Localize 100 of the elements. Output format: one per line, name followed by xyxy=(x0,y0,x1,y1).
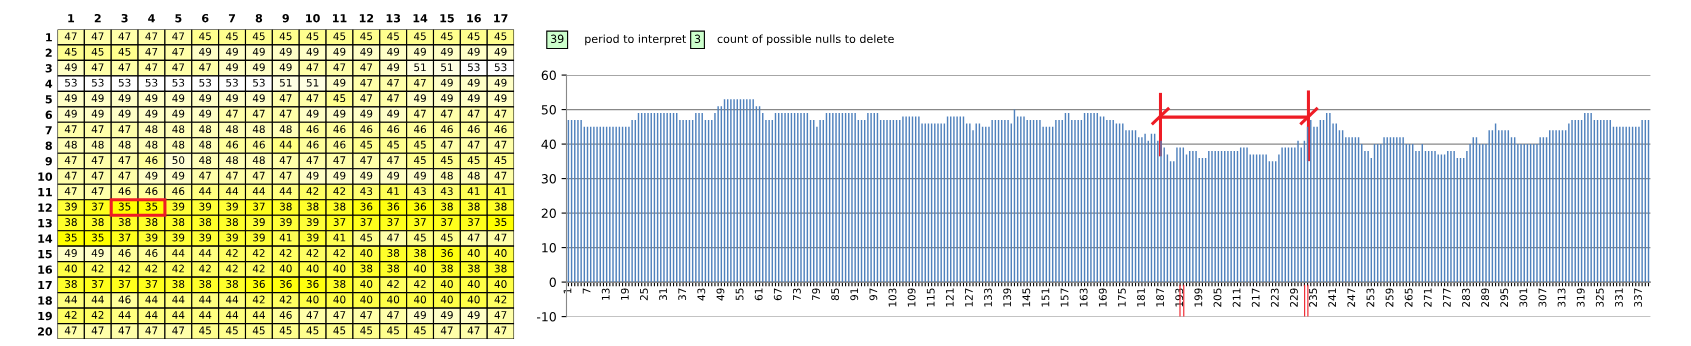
x-tick-label: 337 xyxy=(1634,288,1642,307)
y-tick-label: 40 xyxy=(541,139,556,150)
data-label: 40 xyxy=(306,264,319,273)
y-tick-label: 13 xyxy=(38,218,52,228)
y-tick-label: 8 xyxy=(45,141,52,150)
data-label: 40 xyxy=(413,295,426,304)
data-label: 47 xyxy=(145,32,158,41)
data-label: 49 xyxy=(360,47,373,56)
data-label: 47 xyxy=(306,94,319,102)
data-label: 49 xyxy=(172,109,185,118)
data-label: 53 xyxy=(467,63,480,72)
data-label: 45 xyxy=(494,32,507,41)
data-label: 49 xyxy=(467,94,480,103)
data-label: 42 xyxy=(225,264,238,273)
data-label: 48 xyxy=(199,125,212,134)
x-tick-label: 6 xyxy=(202,14,209,23)
data-label: 49 xyxy=(225,94,238,103)
x-tick-label: 253 xyxy=(1366,288,1375,307)
data-label: 44 xyxy=(172,295,185,304)
x-tick-label: 15 xyxy=(440,14,454,23)
data-label: 44 xyxy=(279,187,292,195)
data-label: 47 xyxy=(172,63,185,71)
data-label: 37 xyxy=(333,218,346,226)
x-tick-label: 67 xyxy=(773,288,782,301)
data-label: 38 xyxy=(467,264,480,273)
data-label: 42 xyxy=(333,187,346,195)
x-tick-label: 277 xyxy=(1442,288,1451,307)
y-tick-label: 15 xyxy=(38,250,52,259)
data-label: 50 xyxy=(172,156,185,165)
data-label: 44 xyxy=(118,311,131,319)
data-label: 47 xyxy=(333,156,346,164)
data-label: 47 xyxy=(387,311,399,319)
data-label: 44 xyxy=(172,249,185,257)
data-label: 46 xyxy=(306,125,319,134)
data-label: 49 xyxy=(145,109,158,118)
y-tick-label: 2 xyxy=(45,48,52,57)
data-label: 35 xyxy=(65,233,77,242)
data-label: 47 xyxy=(360,63,373,71)
data-label: 37 xyxy=(91,280,104,288)
data-label: 36 xyxy=(441,249,453,257)
x-tick-label: 109 xyxy=(907,288,916,307)
data-label: 45 xyxy=(199,32,211,41)
data-label: 45 xyxy=(387,326,399,335)
data-label: 53 xyxy=(145,78,158,87)
x-tick-label: 85 xyxy=(831,288,840,301)
data-label: 40 xyxy=(467,249,480,257)
data-label: 48 xyxy=(199,156,212,165)
data-label: 40 xyxy=(333,295,346,304)
data-label: 45 xyxy=(91,47,104,56)
data-label: 45 xyxy=(413,32,426,41)
data-label: 46 xyxy=(387,125,400,134)
data-label: 44 xyxy=(199,295,212,304)
x-tick-label: 151 xyxy=(1041,288,1050,307)
data-label: 44 xyxy=(145,295,158,304)
x-tick-label: 205 xyxy=(1213,288,1222,307)
y-tick-label: 7 xyxy=(45,126,52,135)
data-label: 45 xyxy=(252,326,265,335)
data-label: 47 xyxy=(91,63,104,71)
data-label: 51 xyxy=(441,63,453,72)
data-label: 45 xyxy=(225,32,238,41)
data-label: 47 xyxy=(467,233,480,242)
x-tick-label: 145 xyxy=(1022,288,1031,307)
text: 3 xyxy=(694,34,701,44)
data-label: 49 xyxy=(306,109,319,118)
data-label: 49 xyxy=(413,311,426,319)
y-tick-label: 60 xyxy=(541,70,556,81)
data-label: 47 xyxy=(91,326,104,335)
data-label: 46 xyxy=(118,295,131,304)
data-label: 47 xyxy=(118,125,131,133)
data-label: 38 xyxy=(172,280,185,288)
data-label: 47 xyxy=(333,311,346,319)
data-label: 49 xyxy=(494,78,507,87)
data-label: 45 xyxy=(306,326,319,335)
data-label: 36 xyxy=(387,202,400,211)
data-label: 40 xyxy=(494,249,507,257)
data-label: 45 xyxy=(360,32,373,41)
data-label: 37 xyxy=(118,280,131,288)
x-tick-label: 4 xyxy=(148,14,155,23)
data-label: 45 xyxy=(413,140,426,149)
data-label: 35 xyxy=(494,218,507,226)
x-tick-label: 3 xyxy=(121,13,128,23)
data-label: 44 xyxy=(199,249,212,257)
data-label: 49 xyxy=(118,109,131,118)
y-tick-label: 14 xyxy=(38,234,53,243)
y-tick-label: 12 xyxy=(38,203,52,212)
y-tick-label: 20 xyxy=(541,208,556,219)
data-label: 47 xyxy=(279,156,292,164)
x-tick-label: 229 xyxy=(1289,288,1298,307)
y-tick-label: 6 xyxy=(45,110,53,119)
data-label: 37 xyxy=(118,233,131,242)
data-label: 46 xyxy=(172,187,185,196)
data-label: 44 xyxy=(225,311,239,319)
y-tick-label: 1 xyxy=(46,33,52,42)
data-label: 47 xyxy=(306,156,319,164)
data-label: 53 xyxy=(494,63,507,72)
data-label: 45 xyxy=(440,32,453,41)
data-label: 47 xyxy=(467,140,480,149)
x-tick-label: 73 xyxy=(792,288,801,301)
data-label: 47 xyxy=(467,109,480,118)
data-label: 38 xyxy=(65,280,77,288)
